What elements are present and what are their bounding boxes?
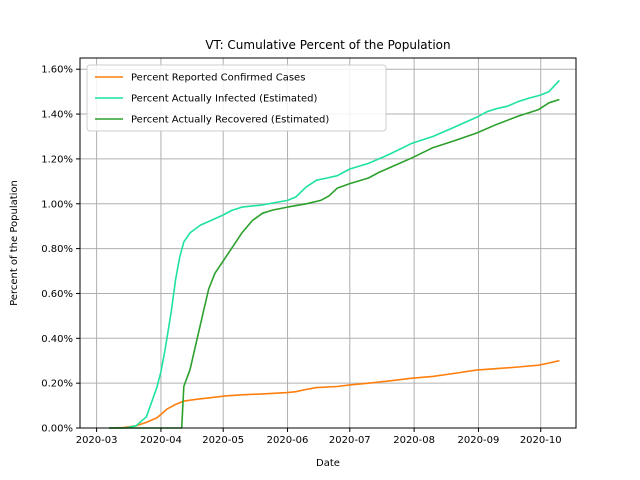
x-tick-label: 2020-10 [520,435,562,446]
legend-label: Percent Reported Confirmed Cases [131,73,305,84]
y-axis-label: Percent of the Population [9,180,20,306]
x-tick-label: 2020-05 [202,435,244,446]
x-tick-label: 2020-06 [267,435,309,446]
y-tick-label: 1.40% [41,110,73,121]
y-tick-label: 0.20% [41,379,73,390]
y-tick-label: 1.00% [41,199,73,210]
series-line-3 [109,98,560,429]
x-tick-label: 2020-04 [140,435,182,446]
chart-title: VT: Cumulative Percent of the Population [205,38,450,52]
legend-box [86,64,387,132]
x-tick-label: 2020-07 [329,435,371,446]
y-axis: 0.00% 0.20% 0.40% 0.60% 0.80% 1.00% 1.20% 1.40%… [41,65,80,435]
x-tick-label: 2020-08 [393,435,435,446]
series-group [109,79,560,429]
y-tick-label: 1.60% [41,65,73,76]
x-tick-label: 2020-03 [76,435,118,446]
y-tick-label: 0.00% [41,424,73,435]
x-axis: 2020-03 2020-04 2020-05 2020-06 2020-07 2020-… [76,428,562,446]
y-tick-label: 0.80% [41,244,73,255]
series-line-1 [109,359,560,429]
legend: Percent Reported Confirmed Cases Percent … [86,64,387,132]
x-axis-label: Date [316,458,340,469]
plot-frame [79,57,577,429]
y-tick-label: 0.40% [41,334,73,345]
legend-label: Percent Actually Infected (Estimated) [131,94,317,105]
y-tick-label: 0.60% [41,289,73,300]
series-line-2 [109,79,560,429]
y-tick-label: 1.20% [41,154,73,165]
x-tick-label: 2020-09 [458,435,500,446]
legend-label: Percent Actually Recovered (Estimated) [131,115,329,126]
